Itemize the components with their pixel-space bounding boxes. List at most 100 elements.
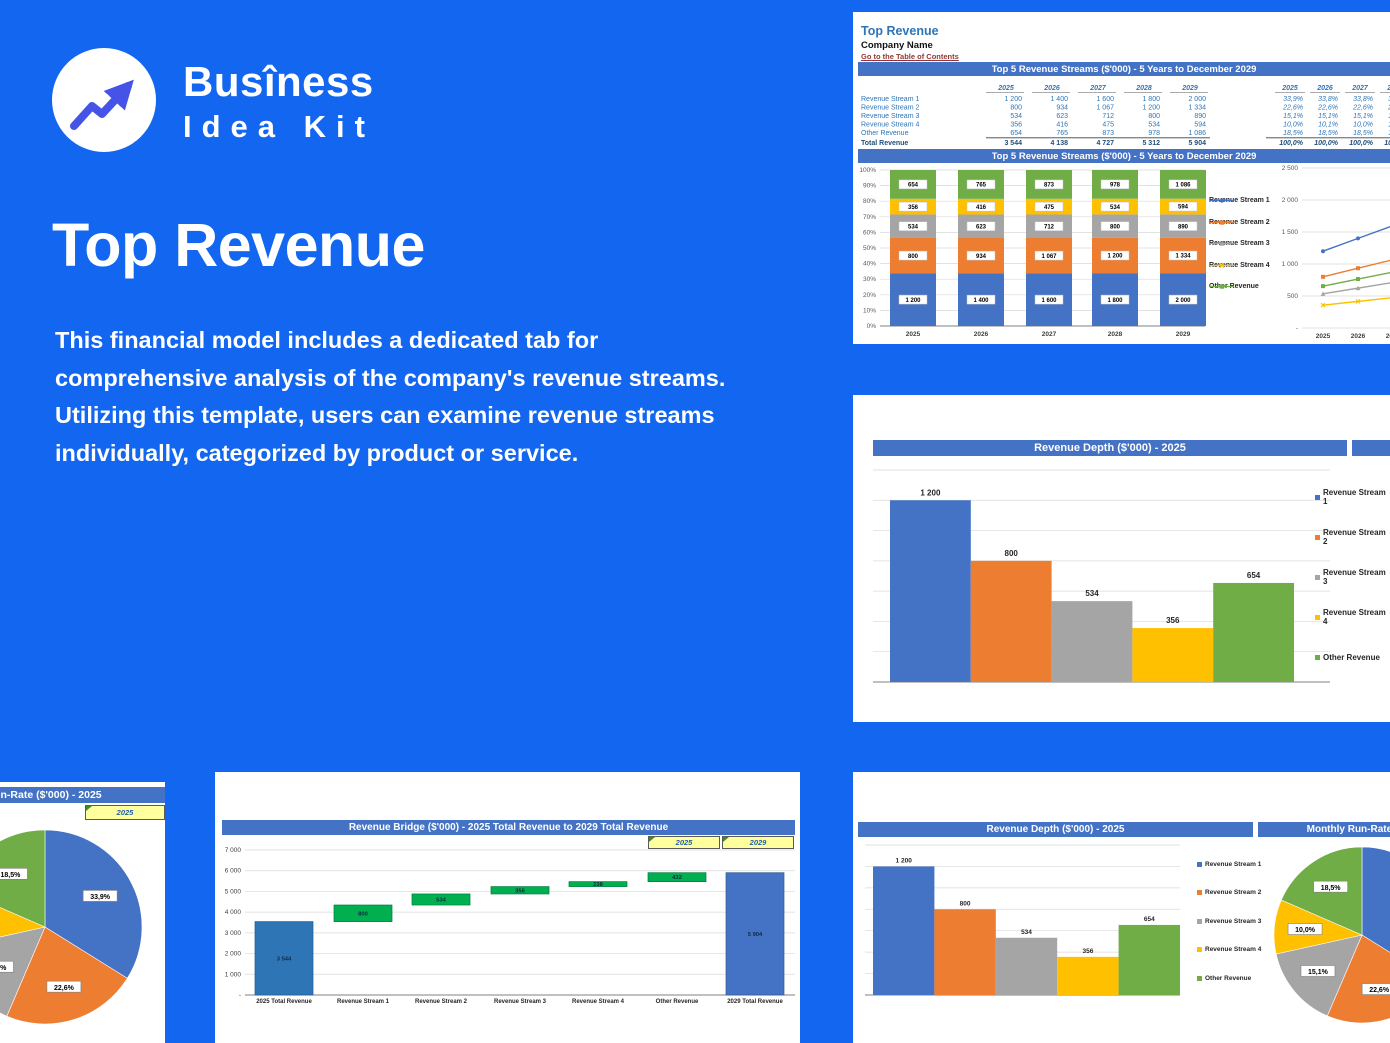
bridge-year-from-dropdown[interactable]: 2025 [648, 836, 720, 849]
svg-text:873: 873 [1044, 183, 1055, 189]
svg-text:Total Revenue: Total Revenue [861, 140, 908, 147]
svg-text:1 067: 1 067 [1096, 105, 1114, 112]
pie-slice [0, 907, 46, 938]
pie-slice [6, 926, 128, 1025]
svg-text:5 312: 5 312 [1142, 140, 1160, 147]
legend-label: Revenue Stream 4 [1205, 946, 1262, 954]
svg-text:800: 800 [358, 911, 368, 917]
legend-item: Revenue Stream 1 [1197, 850, 1261, 879]
svg-text:594: 594 [1194, 122, 1206, 129]
legend-label: Revenue Stream 1 [1205, 860, 1262, 868]
svg-text:800: 800 [960, 900, 971, 907]
svg-text:623: 623 [1056, 113, 1068, 120]
svg-text:4 727: 4 727 [1096, 140, 1114, 147]
pie-slice [1326, 934, 1390, 1024]
stacked-bar-chart: 0% 10% 20% 30% 40% 50% 60% 70% 80% 90% 100% 1 200 80… [859, 167, 1206, 338]
svg-text:10%: 10% [863, 307, 876, 314]
svg-text:22,6%: 22,6% [1369, 987, 1390, 994]
depth-bar [1132, 628, 1214, 682]
svg-text:Other Revenue: Other Revenue [861, 130, 909, 137]
svg-text:18,5%: 18,5% [1318, 130, 1338, 137]
svg-text:50%: 50% [863, 245, 876, 252]
svg-text:2027: 2027 [1386, 333, 1390, 340]
svg-text:534: 534 [1110, 205, 1121, 211]
svg-text:416: 416 [976, 205, 987, 211]
svg-text:800: 800 [908, 254, 919, 260]
depth-bar [970, 560, 1052, 682]
svg-text:1 200: 1 200 [896, 857, 913, 864]
svg-text:765: 765 [976, 183, 987, 189]
svg-text:18,5%: 18,5% [0, 872, 21, 879]
legend-label: Revenue Stream 3 [1209, 240, 1270, 248]
depth-legend: Revenue Stream 1 Revenue Stream 2 Revenu… [1315, 477, 1390, 677]
brand-name-line1: Busîness [183, 58, 374, 105]
legend-item: Revenue Stream 3 [1197, 907, 1261, 936]
svg-text:534: 534 [908, 224, 919, 230]
svg-text:475: 475 [1044, 205, 1055, 211]
bridge-banner-label: Revenue Bridge ($'000) - 2025 Total Reve… [348, 821, 669, 833]
svg-text:33,9%: 33,9% [1388, 96, 1390, 103]
svg-text:100,0%: 100,0% [1384, 140, 1390, 147]
legend-item: Other Revenue [1315, 637, 1390, 677]
table-of-contents-link[interactable]: Go to the Table of Contents [861, 52, 959, 61]
waterfall-bar [725, 872, 785, 996]
svg-text:890: 890 [1194, 113, 1206, 120]
legend-swatch-icon [1197, 861, 1202, 867]
svg-text:5 000: 5 000 [225, 888, 242, 895]
waterfall-bar [411, 893, 471, 906]
legend-item: Revenue Stream 1 [1315, 477, 1390, 517]
svg-text:4 138: 4 138 [1050, 140, 1068, 147]
svg-text:22,6%: 22,6% [54, 985, 75, 992]
svg-text:1 200: 1 200 [1107, 254, 1123, 260]
bridge-banner: Revenue Bridge ($'000) - 2025 Total Reve… [222, 820, 795, 835]
svg-text:432: 432 [672, 875, 682, 881]
svg-text:712: 712 [1102, 113, 1114, 120]
svg-text:-: - [1296, 325, 1298, 332]
svg-text:30%: 30% [863, 276, 876, 283]
run-rate-banner: Monthly Run-Rate ($'000) - 2025 [0, 787, 165, 803]
waterfall-bar [647, 872, 707, 883]
legend-swatch-icon [1197, 918, 1202, 924]
svg-text:1 600: 1 600 [1096, 96, 1114, 103]
svg-text:Revenue Stream 2: Revenue Stream 2 [861, 105, 919, 112]
svg-text:1 500: 1 500 [1282, 229, 1299, 236]
svg-text:934: 934 [976, 254, 987, 260]
run-rate-pie-chart: 33,9%22,6%15,1%10,0%18,5% [0, 829, 143, 1025]
legend-label: Revenue Stream 3 [1205, 917, 1262, 925]
depth-bar [890, 500, 971, 682]
svg-text:10,0%: 10,0% [1353, 122, 1373, 129]
svg-text:22,6%: 22,6% [1317, 105, 1338, 112]
svg-text:238: 238 [593, 882, 603, 888]
depth-bar-chart: 1 200 800 534 356 654 [873, 469, 1330, 683]
svg-text:534: 534 [1021, 929, 1032, 936]
legend-label: Revenue Stream 2 [1209, 218, 1270, 226]
brand-wordmark: Busîness Idea Kit [183, 58, 375, 145]
svg-text:356: 356 [1166, 616, 1180, 625]
svg-text:22,6%: 22,6% [1282, 105, 1303, 112]
legend-label: Revenue Stream 4 [1209, 261, 1270, 269]
svg-text:1 334: 1 334 [1175, 254, 1191, 260]
svg-text:2025: 2025 [906, 331, 921, 338]
svg-text:416: 416 [1056, 122, 1068, 129]
bridge-year-to-dropdown[interactable]: 2029 [722, 836, 794, 849]
svg-text:4 000: 4 000 [225, 909, 242, 916]
legend-swatch-icon [1315, 494, 1320, 500]
legend-marker-icon [1210, 220, 1234, 225]
svg-text:22,6%: 22,6% [1387, 105, 1390, 112]
trend-arrow-icon [70, 79, 134, 130]
svg-text:100,0%: 100,0% [1279, 140, 1304, 147]
svg-text:873: 873 [1102, 130, 1114, 137]
svg-text:15,1%: 15,1% [0, 965, 7, 972]
svg-text:1 334: 1 334 [1188, 105, 1206, 112]
svg-text:356: 356 [515, 888, 525, 894]
svg-text:10,1%: 10,1% [1388, 122, 1390, 129]
svg-text:1 000: 1 000 [1282, 261, 1299, 268]
brand-logo [52, 48, 156, 152]
depth-small-banner: Revenue Depth ($'000) - 2025 [858, 822, 1253, 837]
line-chart: - 500 1 000 1 500 2 000 2 500 2025 2026 2027 [1282, 165, 1390, 340]
series-legend: Revenue Stream 1 Revenue Stream 2 Revenu… [1209, 190, 1270, 298]
svg-text:Revenue Stream 4: Revenue Stream 4 [861, 122, 919, 129]
year-selector-dropdown[interactable]: 2025 [85, 805, 165, 820]
svg-text:2026: 2026 [1043, 85, 1060, 92]
